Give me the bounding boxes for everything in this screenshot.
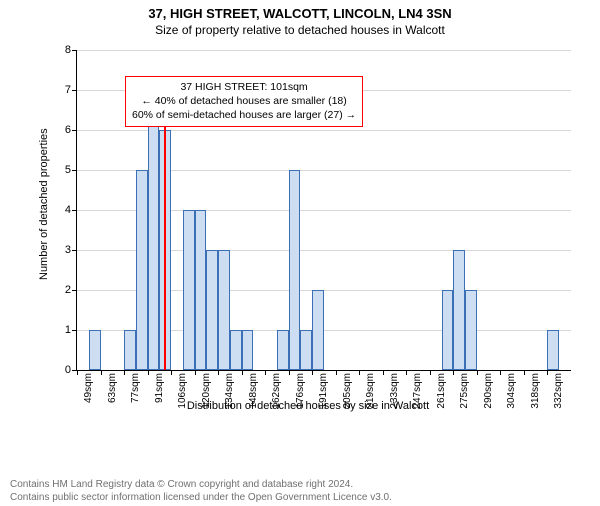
y-tick-label: 3	[65, 244, 77, 256]
histogram-bar	[442, 290, 454, 370]
histogram-bar	[547, 330, 559, 370]
histogram-bar	[453, 250, 465, 370]
footer-line-1: Contains HM Land Registry data © Crown c…	[10, 478, 392, 491]
histogram-bar	[124, 330, 136, 370]
reference-line	[164, 127, 166, 370]
grid-line	[77, 50, 571, 51]
histogram-bar	[300, 330, 312, 370]
x-tick-mark	[148, 370, 149, 375]
x-tick-label: 77sqm	[130, 370, 141, 403]
histogram-bar	[465, 290, 477, 370]
histogram-bar	[89, 330, 101, 370]
annotation-line: 37 HIGH STREET: 101sqm	[132, 80, 356, 94]
x-tick-mark	[312, 370, 313, 375]
y-axis-label: Number of detached properties	[38, 128, 50, 280]
x-tick-mark	[218, 370, 219, 375]
x-tick-mark	[547, 370, 548, 375]
histogram-bar	[195, 210, 207, 370]
annotation-box: 37 HIGH STREET: 101sqm← 40% of detached …	[125, 76, 363, 127]
x-tick-mark	[77, 370, 78, 375]
histogram-bar	[289, 170, 301, 370]
x-tick-mark	[430, 370, 431, 375]
y-tick-label: 5	[65, 164, 77, 176]
footer-attribution: Contains HM Land Registry data © Crown c…	[10, 478, 392, 504]
histogram-bar	[230, 330, 242, 370]
histogram-bar	[312, 290, 324, 370]
x-tick-mark	[265, 370, 266, 375]
x-tick-mark	[124, 370, 125, 375]
x-tick-mark	[406, 370, 407, 375]
x-tick-mark	[477, 370, 478, 375]
annotation-line: 60% of semi-detached houses are larger (…	[132, 108, 356, 122]
plot-area: 01234567849sqm63sqm77sqm91sqm106sqm120sq…	[76, 50, 571, 371]
histogram-bar	[218, 250, 230, 370]
histogram-bar	[277, 330, 289, 370]
x-tick-mark	[453, 370, 454, 375]
footer-line-2: Contains public sector information licen…	[10, 491, 392, 504]
chart-title-sub: Size of property relative to detached ho…	[0, 23, 600, 37]
x-tick-label: 91sqm	[154, 370, 165, 403]
histogram-bar	[136, 170, 148, 370]
x-tick-mark	[500, 370, 501, 375]
chart-container: Number of detached properties 0123456784…	[36, 50, 580, 446]
x-tick-mark	[171, 370, 172, 375]
y-tick-label: 7	[65, 84, 77, 96]
y-tick-label: 4	[65, 204, 77, 216]
histogram-bar	[242, 330, 254, 370]
x-tick-mark	[524, 370, 525, 375]
x-tick-mark	[383, 370, 384, 375]
y-tick-label: 1	[65, 324, 77, 336]
x-tick-mark	[289, 370, 290, 375]
histogram-bar	[206, 250, 218, 370]
x-tick-mark	[359, 370, 360, 375]
histogram-bar	[183, 210, 195, 370]
y-tick-label: 2	[65, 284, 77, 296]
histogram-bar	[148, 90, 160, 370]
x-tick-label: 63sqm	[107, 370, 118, 403]
y-tick-label: 8	[65, 44, 77, 56]
annotation-line: ← 40% of detached houses are smaller (18…	[132, 94, 356, 108]
y-tick-label: 6	[65, 124, 77, 136]
x-tick-mark	[101, 370, 102, 375]
x-tick-mark	[242, 370, 243, 375]
x-axis-label: Distribution of detached houses by size …	[36, 400, 580, 412]
x-tick-label: 49sqm	[83, 370, 94, 403]
chart-title-main: 37, HIGH STREET, WALCOTT, LINCOLN, LN4 3…	[0, 6, 600, 21]
x-tick-mark	[336, 370, 337, 375]
y-tick-label: 0	[65, 364, 77, 376]
x-tick-mark	[195, 370, 196, 375]
